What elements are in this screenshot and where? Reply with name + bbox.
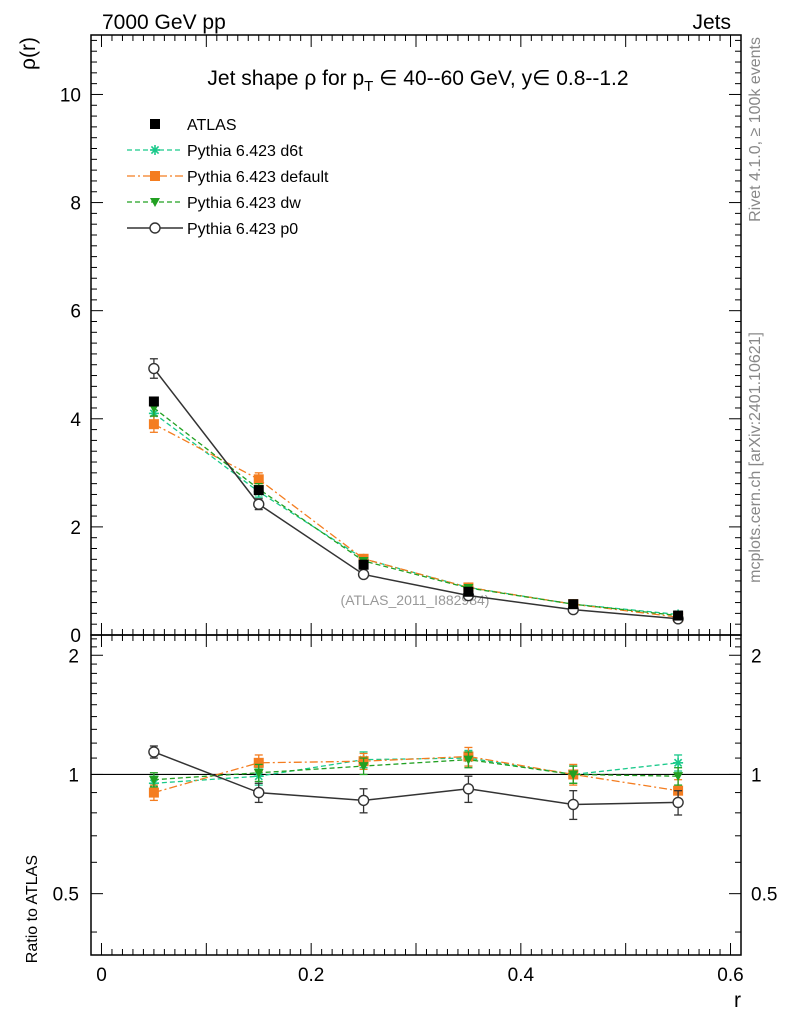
data-series bbox=[148, 358, 684, 821]
legend: ATLAS Pythia 6.423 d6t Pythia 6.423 defaul… bbox=[127, 117, 329, 238]
main-y-tick-label: 8 bbox=[70, 194, 81, 215]
main-point-atlas bbox=[673, 610, 684, 621]
ratio-series-d6t bbox=[148, 749, 684, 792]
ratio-point-default bbox=[253, 757, 264, 768]
main-point-p0 bbox=[253, 498, 265, 510]
main-line-dw bbox=[153, 407, 679, 617]
ratio-series-p0 bbox=[148, 745, 684, 821]
mcplots-label: mcplots.cern.ch [arXiv:2401.10621] bbox=[747, 332, 764, 583]
ratio-y-tick-label-right: 1 bbox=[751, 765, 762, 786]
legend-label-default: Pythia 6.423 default bbox=[187, 169, 329, 186]
ratio-point-dw bbox=[253, 768, 264, 778]
main-point-atlas bbox=[358, 559, 369, 570]
main-series-atlas bbox=[148, 396, 684, 621]
ratio-point-d6t bbox=[673, 757, 684, 768]
ratio-line-p0 bbox=[153, 751, 679, 806]
ratio-point-p0 bbox=[148, 746, 160, 758]
title-rho: ρ bbox=[304, 67, 316, 90]
main-point-atlas bbox=[568, 599, 579, 610]
ratio-point-p0 bbox=[672, 796, 684, 809]
main-series-d6t bbox=[148, 404, 684, 620]
legend-entry-default: Pythia 6.423 default bbox=[127, 169, 329, 186]
star-stroke bbox=[150, 145, 160, 155]
ratio-y-tick-label-right: 0.5 bbox=[751, 885, 777, 906]
ratio-point-dw bbox=[568, 770, 579, 780]
legend-entry-atlas: ATLAS bbox=[150, 117, 237, 134]
ratio-point-p0 bbox=[462, 783, 475, 795]
main-point-p0 bbox=[148, 362, 160, 375]
main-y-tick-label: 0 bbox=[70, 626, 81, 647]
main-point-default bbox=[253, 474, 264, 485]
ratio-y-tick-label-left: 1 bbox=[68, 765, 79, 786]
x-tick-label: 0.4 bbox=[508, 965, 535, 986]
legend-label-p0: Pythia 6.423 p0 bbox=[187, 221, 298, 238]
title-suffix: ∈ 40--60 GeV, y∈ 0.8--1.2 bbox=[373, 67, 628, 90]
x-axis-label: r bbox=[734, 989, 741, 1012]
ratio-point-p0 bbox=[567, 798, 579, 811]
ratio-point-dw bbox=[358, 762, 369, 772]
ratio-point-dw bbox=[148, 775, 159, 785]
ratio-point-p0 bbox=[253, 786, 265, 799]
legend-label-atlas: ATLAS bbox=[187, 117, 237, 134]
ratio-point-dw bbox=[463, 755, 474, 765]
ratio-y-tick-label-right: 2 bbox=[751, 646, 762, 667]
main-y-tick-label: 2 bbox=[70, 518, 81, 539]
ratio-point-dw bbox=[673, 772, 684, 782]
legend-entry-p0: Pythia 6.423 p0 bbox=[127, 221, 298, 238]
main-series-dw bbox=[148, 399, 684, 621]
ratio-point-default bbox=[148, 787, 159, 798]
legend-marker-atlas bbox=[150, 119, 160, 129]
x-tick-label: 0 bbox=[96, 965, 107, 986]
rivet-label: Rivet 4.1.0, ≥ 100k events bbox=[747, 37, 764, 222]
main-y-axis-label: ρ(r) bbox=[17, 37, 40, 70]
star-stroke bbox=[673, 758, 683, 767]
legend-entry-dw: Pythia 6.423 dw bbox=[127, 195, 301, 212]
title-for-p: for p bbox=[316, 67, 364, 90]
main-series-p0 bbox=[148, 358, 684, 625]
x-tick-label: 0.6 bbox=[717, 965, 743, 986]
main-line-default bbox=[153, 423, 679, 618]
ratio-y-tick-label-left: 0.5 bbox=[53, 885, 79, 906]
ratio-y-tick-label-left: 2 bbox=[68, 646, 79, 667]
legend-label-dw: Pythia 6.423 dw bbox=[187, 195, 301, 212]
ratio-point-p0 bbox=[357, 794, 370, 807]
main-y-tick-label: 10 bbox=[60, 85, 81, 106]
legend-entry-d6t: Pythia 6.423 d6t bbox=[127, 143, 303, 160]
main-point-atlas bbox=[148, 396, 159, 407]
analysis-watermark: (ATLAS_2011_I882984) bbox=[341, 592, 490, 608]
legend-marker-default bbox=[150, 171, 160, 181]
legend-marker-dw bbox=[150, 198, 160, 207]
legend-label-d6t: Pythia 6.423 d6t bbox=[187, 143, 303, 160]
main-line-p0 bbox=[153, 368, 679, 620]
title-subscript: T bbox=[364, 78, 373, 95]
header-right-label: Jets bbox=[692, 11, 731, 34]
main-point-atlas bbox=[253, 485, 264, 496]
main-y-tick-label: 4 bbox=[70, 410, 81, 431]
ratio-y-axis-label: Ratio to ATLAS bbox=[24, 855, 41, 963]
main-point-p0 bbox=[357, 568, 370, 581]
ratio-series-dw bbox=[148, 751, 684, 788]
title-prefix: Jet shape bbox=[207, 67, 304, 90]
main-point-atlas bbox=[463, 586, 474, 597]
header-left-label: 7000 GeV pp bbox=[102, 11, 226, 34]
legend-marker-p0 bbox=[149, 222, 161, 234]
legend-marker-d6t bbox=[150, 145, 160, 155]
chart-title: Jet shape ρ for pT ∈ 40--60 GeV, y∈ 0.8-… bbox=[207, 67, 628, 95]
main-y-tick-label: 6 bbox=[70, 302, 81, 323]
x-tick-label: 0.2 bbox=[298, 965, 324, 986]
main-point-default bbox=[148, 419, 159, 430]
